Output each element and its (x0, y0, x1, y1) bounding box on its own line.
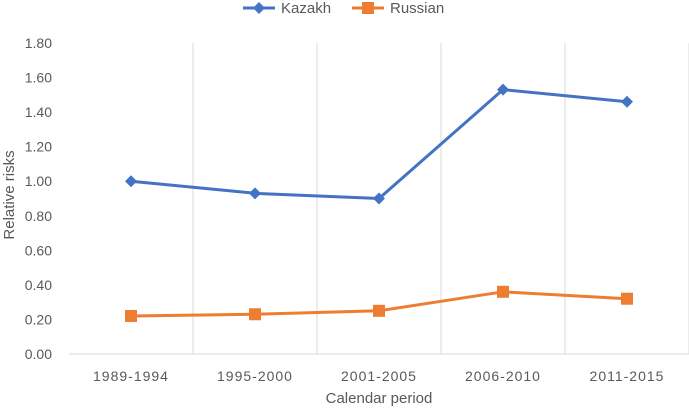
data-point-kazakh (497, 83, 509, 96)
y-tick-label: 1.40 (25, 104, 52, 120)
y-axis-ticks: 0.00 0.20 0.40 0.60 0.80 1.00 1.20 1.40 1.60 1.80 (25, 35, 52, 362)
legend: Kazakh Russian (243, 0, 444, 17)
data-point-russian (249, 308, 261, 321)
series (125, 83, 633, 322)
y-axis-title: Relative risks (1, 150, 18, 239)
y-tick-label: 0.40 (25, 277, 52, 293)
data-point-kazakh (621, 95, 633, 108)
x-axis-title: Calendar period (326, 390, 433, 407)
legend-marker-kazakh (253, 2, 265, 14)
x-tick-label: 2001-2005 (341, 368, 417, 384)
x-tick-label: 2006-2010 (465, 368, 541, 384)
data-point-russian (497, 285, 509, 298)
y-tick-label: 0.80 (25, 208, 52, 224)
data-point-russian (373, 304, 385, 317)
y-tick-label: 1.60 (25, 70, 52, 86)
y-tick-label: 0.00 (25, 346, 52, 362)
x-axis-ticks: 1989-1994 1995-2000 2001-2005 2006-2010 2011… (93, 368, 665, 384)
y-tick-label: 1.20 (25, 139, 52, 155)
series-line-kazakh (130, 88, 628, 200)
x-tick-label: 1989-1994 (93, 368, 169, 384)
y-tick-label: 1.00 (25, 173, 52, 189)
legend-marker-russian (362, 2, 374, 14)
data-point-kazakh (373, 192, 385, 205)
data-point-russian (125, 309, 137, 322)
data-point-kazakh (125, 175, 137, 188)
y-tick-label: 0.20 (25, 311, 52, 327)
data-point-kazakh (249, 187, 261, 200)
x-tick-label: 2011-2015 (590, 368, 665, 384)
legend-label-kazakh: Kazakh (281, 0, 331, 17)
x-tick-label: 1995-2000 (217, 368, 293, 384)
data-point-russian (621, 292, 633, 305)
y-tick-label: 0.60 (25, 242, 52, 258)
legend-label-russian: Russian (390, 0, 444, 17)
y-tick-label: 1.80 (25, 35, 52, 51)
